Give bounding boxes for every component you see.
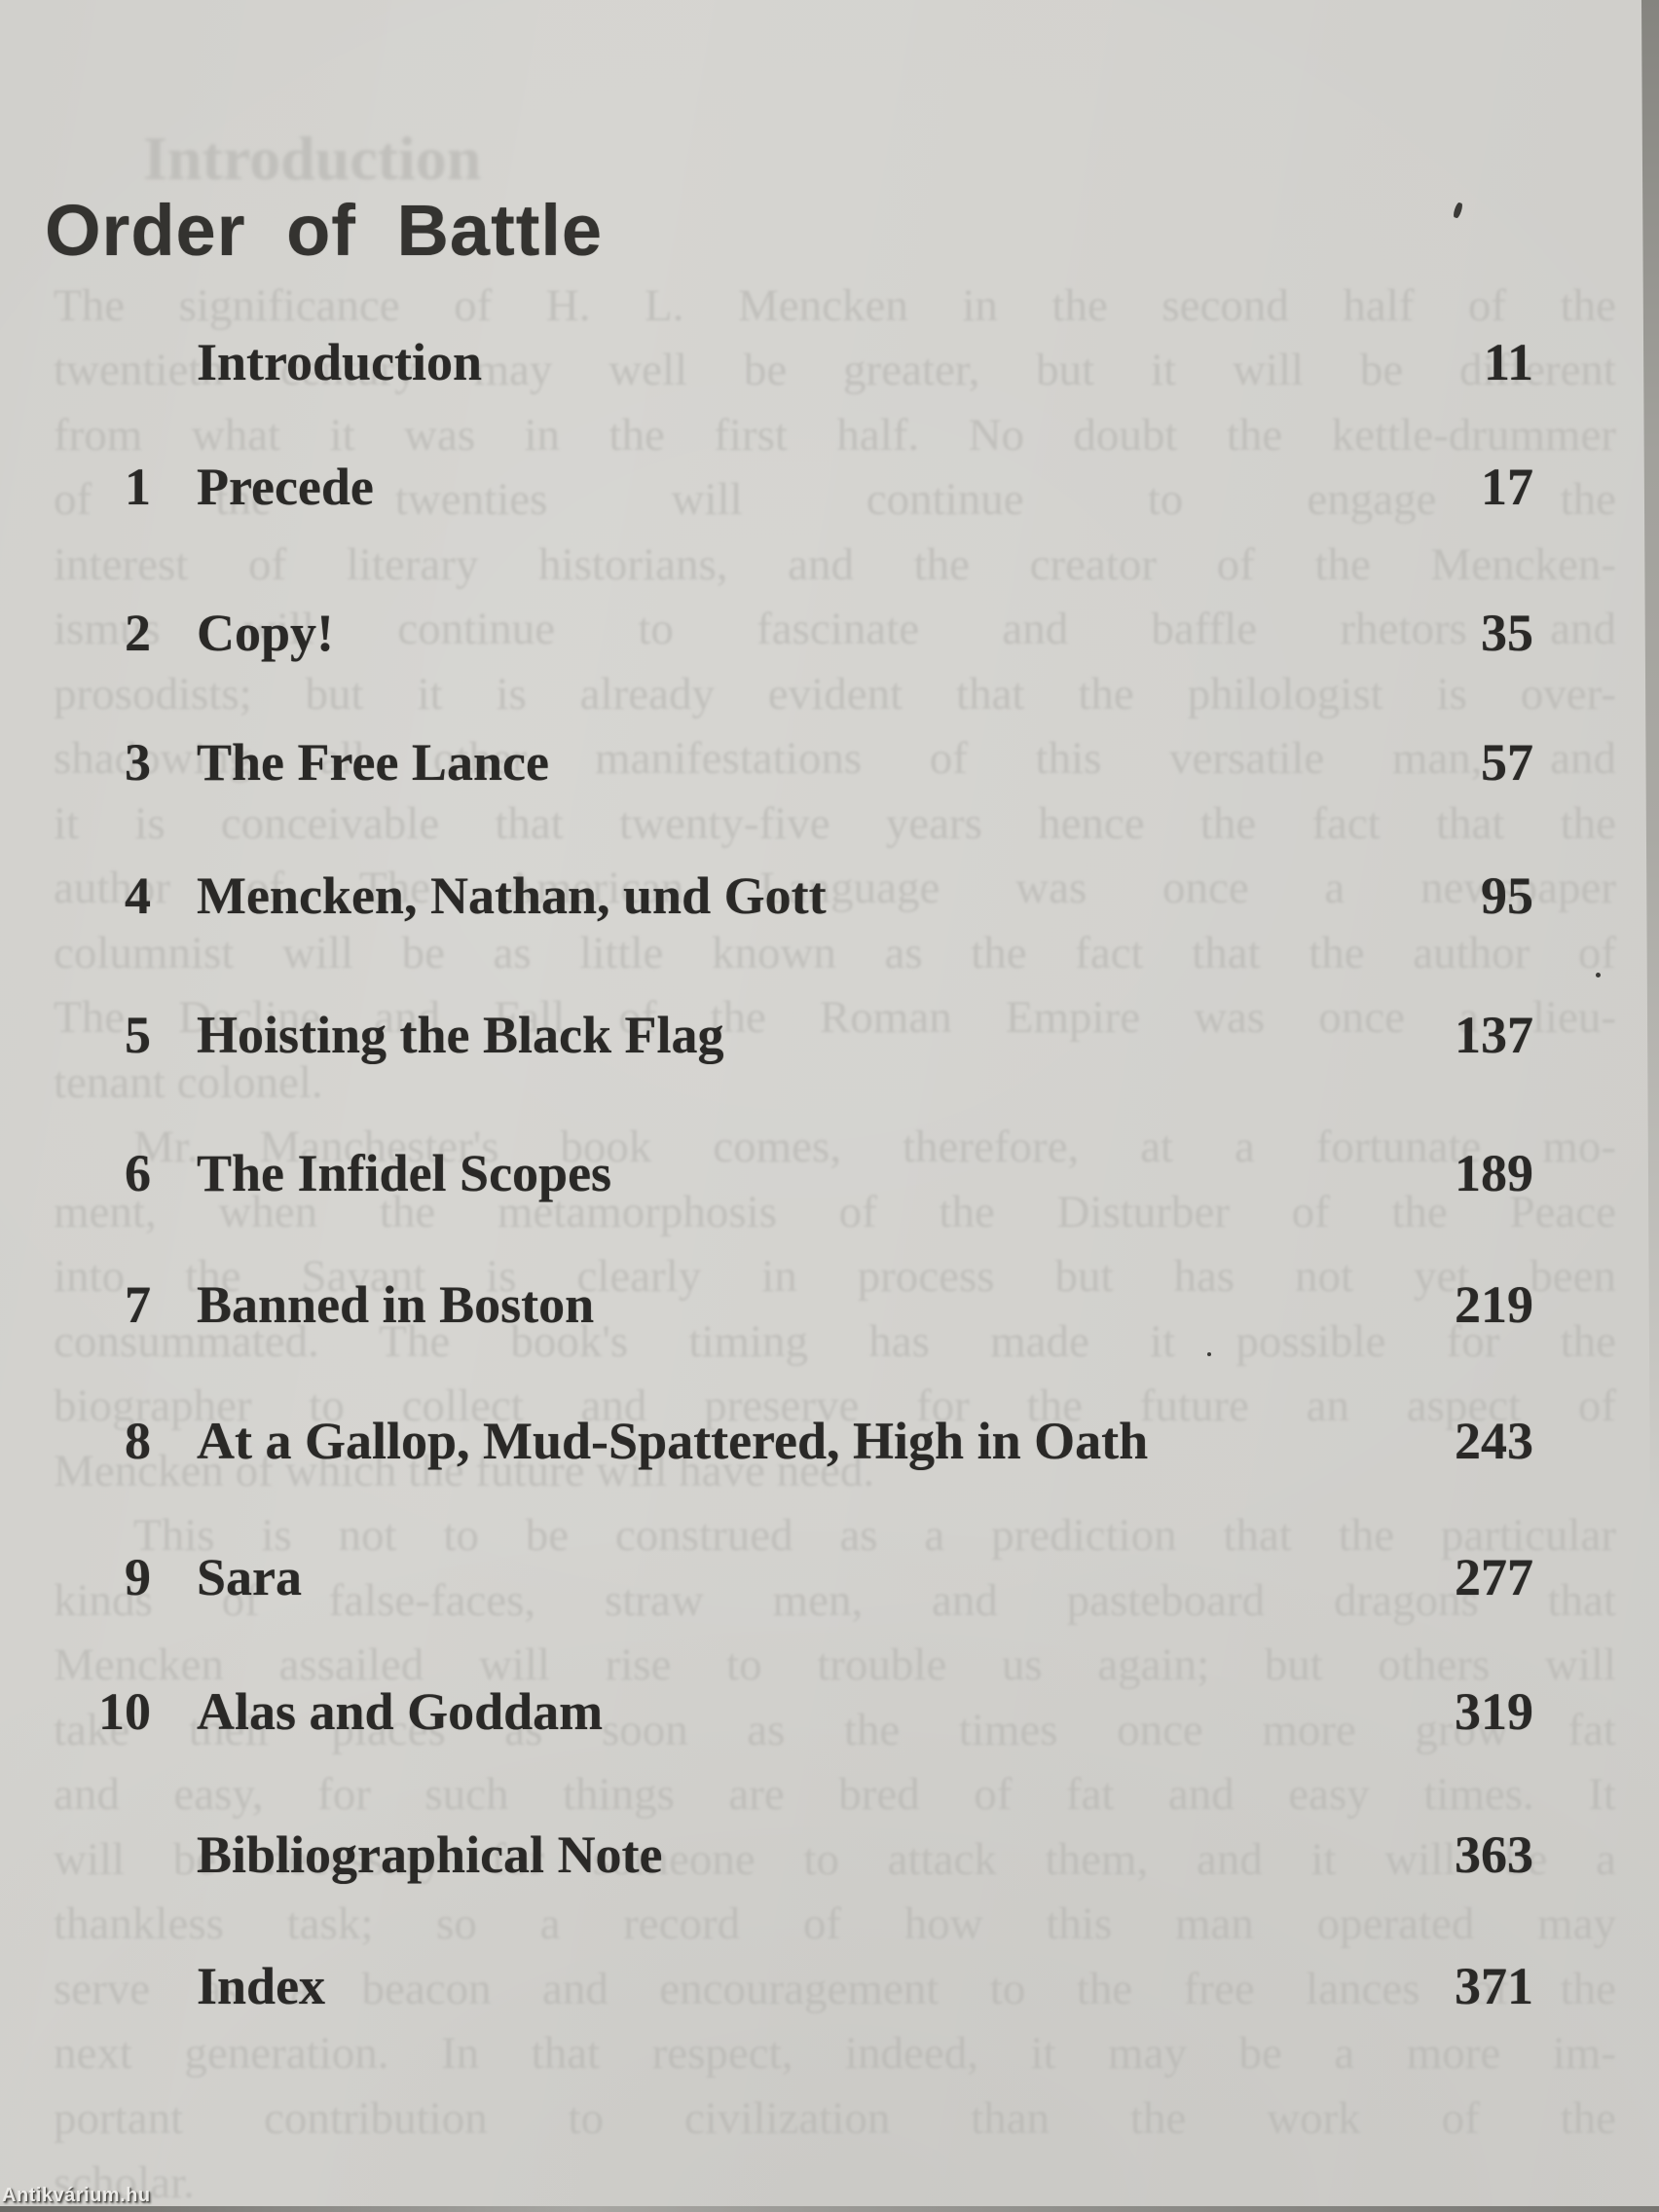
ghost-line: ismus will continue to fascinate and baf…: [54, 604, 1616, 654]
chapter-title: Sara: [197, 1548, 302, 1606]
chapter-number: 7: [125, 1275, 151, 1334]
scan-bottom-edge: [0, 2206, 1659, 2212]
ghost-line: kinds of false-faces, straw men, and pas…: [54, 1575, 1616, 1626]
ghost-line: it is conceivable that twenty-five years…: [54, 798, 1616, 849]
ghost-line: consummated. The book's timing has made …: [54, 1316, 1616, 1367]
toc-row: Introduction 11: [0, 328, 1659, 396]
ghost-line: Mr. Manchester's book comes, therefore, …: [133, 1122, 1616, 1172]
page-number: 189: [1455, 1144, 1533, 1202]
chapter-title: Bibliographical Note: [197, 1825, 663, 1884]
chapter-number: 8: [125, 1412, 151, 1470]
toc-row: 7 Banned in Boston 219: [0, 1271, 1659, 1339]
ghost-line: twentieth century may well be greater, b…: [54, 345, 1616, 395]
chapter-number: 6: [125, 1144, 151, 1202]
chapter-number: 5: [125, 1006, 151, 1064]
ghost-chapter-heading: Introduction: [143, 124, 482, 193]
chapter-title: The Free Lance: [197, 733, 549, 792]
ghost-line: serve as a beacon and encouragement to t…: [54, 1964, 1616, 2014]
page-number: 137: [1455, 1006, 1533, 1064]
chapter-title: Mencken, Nathan, und Gott: [197, 866, 827, 925]
toc-row: Index 371: [0, 1952, 1659, 2020]
ghost-line: author of The American Language was once…: [54, 863, 1616, 913]
ghost-line: shadowing all other manifestations of th…: [54, 733, 1616, 784]
chapter-title: Introduction: [197, 333, 483, 391]
page-number: 35: [1481, 604, 1533, 662]
toc-row: 6 The Infidel Scopes 189: [0, 1139, 1659, 1207]
chapter-number: 2: [125, 604, 151, 662]
toc-row: 1 Precede 17: [0, 453, 1659, 521]
chapter-number: 10: [98, 1682, 151, 1741]
chapter-title: At a Gallop, Mud-Spattered, High in Oath: [197, 1412, 1149, 1470]
toc-row: 9 Sara 277: [0, 1543, 1659, 1611]
ghost-line: Mencken of which the future will have ne…: [54, 1446, 875, 1496]
page-number: 219: [1455, 1275, 1533, 1334]
page-title: Order of Battle: [45, 190, 604, 271]
page-number: 363: [1455, 1825, 1533, 1884]
chapter-title: The Infidel Scopes: [197, 1144, 612, 1202]
page-number: 243: [1455, 1412, 1533, 1470]
ghost-line: This is not to be construed as a predict…: [133, 1510, 1616, 1561]
page-number: 95: [1481, 866, 1533, 925]
page-number: 11: [1483, 333, 1533, 391]
ghost-line: biographer to collect and preserve for t…: [54, 1381, 1616, 1431]
page-number: 277: [1455, 1548, 1533, 1606]
ghost-line: ment, when the metamorphosis of the Dist…: [54, 1187, 1616, 1237]
ghost-line: portant contribution to civilization tha…: [54, 2093, 1616, 2144]
toc-row: 4 Mencken, Nathan, und Gott 95: [0, 862, 1659, 930]
chapter-number: 9: [125, 1548, 151, 1606]
chapter-title: Precede: [197, 458, 374, 516]
chapter-title: Copy!: [197, 604, 335, 662]
toc-row: Bibliographical Note 363: [0, 1821, 1659, 1889]
ghost-line: tenant colonel.: [54, 1057, 323, 1108]
toc-row: 3 The Free Lance 57: [0, 728, 1659, 796]
chapter-title: Hoisting the Black Flag: [197, 1006, 724, 1064]
ghost-line: The significance of H. L. Mencken in the…: [54, 280, 1616, 331]
ghost-line: The Decline and Fall of the Roman Empire…: [54, 992, 1616, 1043]
ghost-line: prosodists; but it is already evident th…: [54, 669, 1616, 719]
chapter-number: 1: [125, 458, 151, 516]
ghost-line: scholar.: [54, 2157, 195, 2208]
ghost-line: thankless task; so a record of how this …: [54, 1899, 1616, 1949]
ghost-line: of the twenties will continue to engage …: [54, 474, 1616, 525]
toc-row: 5 Hoisting the Black Flag 137: [0, 1001, 1659, 1069]
ghost-line: will be necessary for someone to attack …: [54, 1834, 1616, 1885]
watermark: Antikvárium.hu: [2, 2185, 151, 2206]
chapter-title: Banned in Boston: [197, 1275, 595, 1334]
ghost-line: take their places as soon as the times o…: [54, 1705, 1616, 1755]
page-number: 17: [1481, 458, 1533, 516]
toc-row: 2 Copy! 35: [0, 599, 1659, 667]
chapter-number: 4: [125, 866, 151, 925]
ghost-line: columnist will be as little known as the…: [54, 928, 1616, 978]
ghost-line: interest of literary historians, and the…: [54, 539, 1616, 590]
ghost-line: into the Savant is clearly in process bu…: [54, 1251, 1616, 1302]
chapter-title: Index: [197, 1957, 326, 2015]
page-number: 57: [1481, 733, 1533, 792]
page-number: 371: [1455, 1957, 1533, 2015]
toc-row: 8 At a Gallop, Mud-Spattered, High in Oa…: [0, 1407, 1659, 1475]
ghost-line: and easy, for such things are bred of fa…: [54, 1769, 1616, 1820]
toc-row: 10 Alas and Goddam 319: [0, 1677, 1659, 1746]
chapter-title: Alas and Goddam: [197, 1682, 604, 1741]
ink-speck: [1207, 1352, 1211, 1356]
ghost-line: Mencken assailed will rise to trouble us…: [54, 1640, 1616, 1690]
ink-speck: [1596, 973, 1601, 977]
chapter-number: 3: [125, 733, 151, 792]
ghost-line: from what it was in the first half. No d…: [54, 410, 1616, 461]
page-number: 319: [1455, 1682, 1533, 1741]
ghost-line: next generation. In that respect, indeed…: [54, 2028, 1616, 2079]
